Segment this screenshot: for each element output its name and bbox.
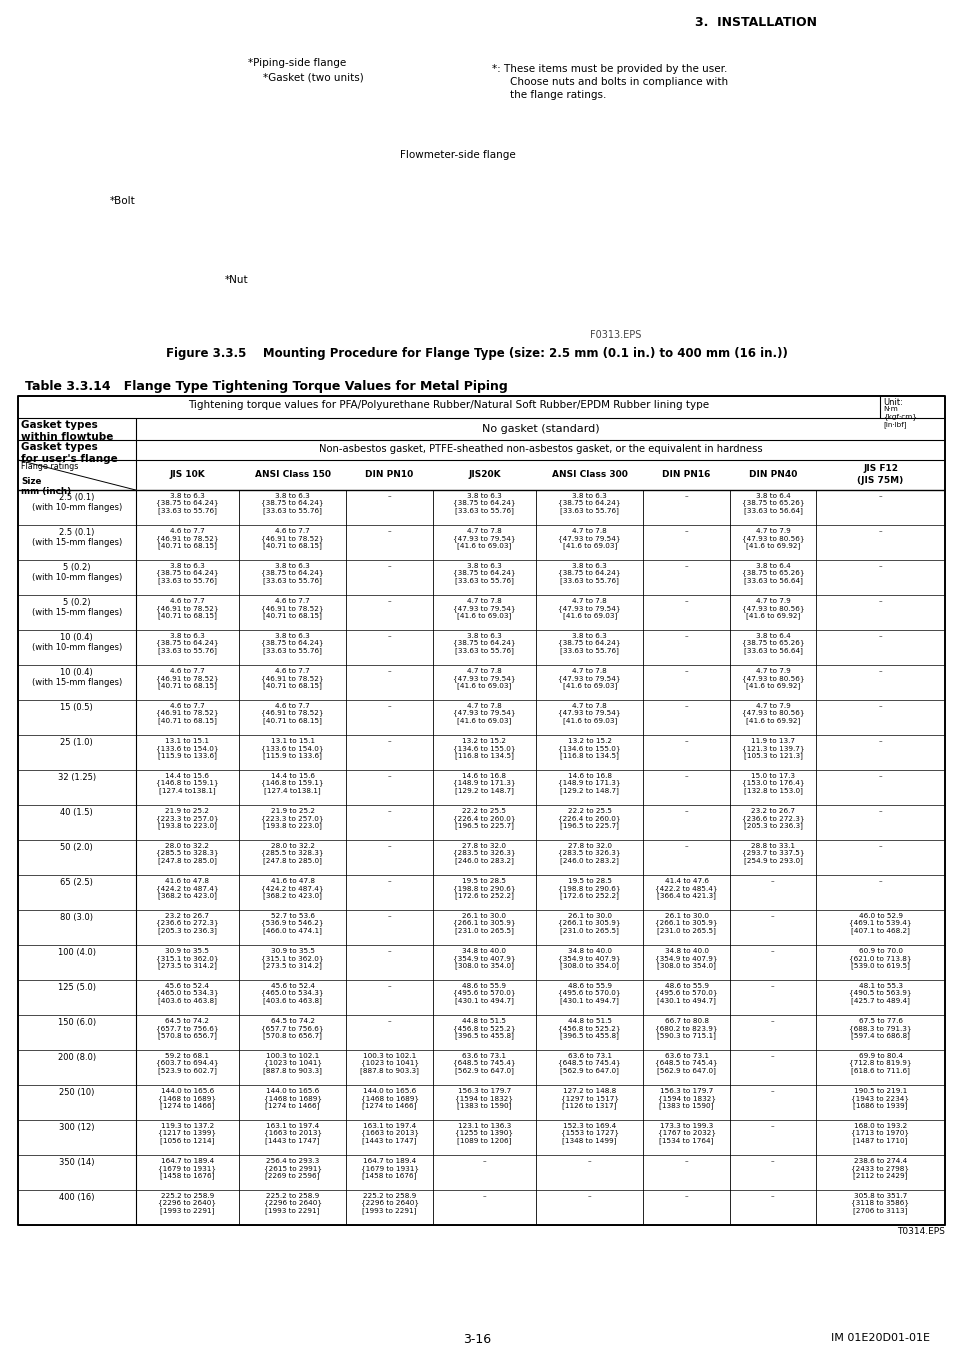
Text: 22.2 to 25.5
{226.4 to 260.0}
[196.5 to 225.7]: 22.2 to 25.5 {226.4 to 260.0} [196.5 to … bbox=[453, 808, 515, 830]
Text: *Bolt: *Bolt bbox=[110, 196, 135, 205]
Text: 350 (14): 350 (14) bbox=[59, 1158, 94, 1167]
Text: 163.1 to 197.4
{1663 to 2013}
[1443 to 1747]: 163.1 to 197.4 {1663 to 2013} [1443 to 1… bbox=[360, 1123, 418, 1144]
Text: –: – bbox=[387, 773, 391, 780]
Text: DIN PN10: DIN PN10 bbox=[365, 470, 414, 480]
Text: 144.0 to 165.6
{1468 to 1689}
[1274 to 1466]: 144.0 to 165.6 {1468 to 1689} [1274 to 1… bbox=[360, 1088, 418, 1109]
Text: 3.8 to 6.4
{38.75 to 65.26}
[33.63 to 56.64]: 3.8 to 6.4 {38.75 to 65.26} [33.63 to 56… bbox=[740, 563, 803, 584]
Text: Size
mm (inch): Size mm (inch) bbox=[21, 477, 71, 496]
Text: 250 (10): 250 (10) bbox=[59, 1088, 94, 1097]
Text: –: – bbox=[387, 667, 391, 674]
Text: 4.7 to 7.8
{47.93 to 79.54}
[41.6 to 69.03]: 4.7 to 7.8 {47.93 to 79.54} [41.6 to 69.… bbox=[558, 598, 620, 619]
Text: –: – bbox=[482, 1193, 486, 1198]
Text: –: – bbox=[770, 1019, 774, 1024]
Text: 28.8 to 33.1
{293.7 to 337.5}
[254.9 to 293.0]: 28.8 to 33.1 {293.7 to 337.5} [254.9 to … bbox=[740, 843, 803, 865]
Text: 64.5 to 74.2
{657.7 to 756.6}
[570.8 to 656.7]: 64.5 to 74.2 {657.7 to 756.6} [570.8 to … bbox=[155, 1019, 218, 1039]
Text: 45.6 to 52.4
{465.0 to 534.3}
[403.6 to 463.8]: 45.6 to 52.4 {465.0 to 534.3} [403.6 to … bbox=[155, 984, 218, 1004]
Text: –: – bbox=[770, 984, 774, 989]
Text: 65 (2.5): 65 (2.5) bbox=[60, 878, 93, 888]
Text: 10 (0.4)
(with 15-mm flanges): 10 (0.4) (with 15-mm flanges) bbox=[31, 667, 122, 688]
Text: 4.7 to 7.9
{47.93 to 80.56}
[41.6 to 69.92]: 4.7 to 7.9 {47.93 to 80.56} [41.6 to 69.… bbox=[740, 598, 803, 619]
Text: JIS 10K: JIS 10K bbox=[170, 470, 205, 480]
Text: 46.0 to 52.9
{469.1 to 539.4}
[407.1 to 468.2]: 46.0 to 52.9 {469.1 to 539.4} [407.1 to … bbox=[848, 913, 911, 934]
Text: 3.  INSTALLATION: 3. INSTALLATION bbox=[695, 16, 816, 28]
Text: 123.1 to 136.3
{1255 to 1390}
[1089 to 1206]: 123.1 to 136.3 {1255 to 1390} [1089 to 1… bbox=[455, 1123, 513, 1144]
Text: 4.6 to 7.7
{46.91 to 78.52}
[40.71 to 68.15]: 4.6 to 7.7 {46.91 to 78.52} [40.71 to 68… bbox=[261, 598, 324, 619]
Text: 190.5 to 219.1
{1943 to 2234}
[1686 to 1939]: 190.5 to 219.1 {1943 to 2234} [1686 to 1… bbox=[851, 1088, 908, 1109]
Text: 300 (12): 300 (12) bbox=[59, 1123, 94, 1132]
Text: 50 (2.0): 50 (2.0) bbox=[60, 843, 93, 852]
Text: 23.2 to 26.7
{236.6 to 272.3}
[205.3 to 236.3]: 23.2 to 26.7 {236.6 to 272.3} [205.3 to … bbox=[740, 808, 803, 830]
Text: 3.8 to 6.3
{38.75 to 64.24}
[33.63 to 55.76]: 3.8 to 6.3 {38.75 to 64.24} [33.63 to 55… bbox=[261, 634, 324, 654]
Text: 156.3 to 179.7
{1594 to 1832}
[1383 to 1590]: 156.3 to 179.7 {1594 to 1832} [1383 to 1… bbox=[455, 1088, 513, 1109]
Text: 48.6 to 55.9
{495.6 to 570.0}
[430.1 to 494.7]: 48.6 to 55.9 {495.6 to 570.0} [430.1 to … bbox=[655, 984, 718, 1004]
Text: –: – bbox=[878, 667, 882, 674]
Text: 67.5 to 77.6
{688.3 to 791.3}
[597.4 to 686.8]: 67.5 to 77.6 {688.3 to 791.3} [597.4 to … bbox=[848, 1019, 911, 1039]
Text: –: – bbox=[770, 913, 774, 919]
Text: –: – bbox=[387, 703, 391, 709]
Text: 27.8 to 32.0
{283.5 to 326.3}
[246.0 to 283.2]: 27.8 to 32.0 {283.5 to 326.3} [246.0 to … bbox=[453, 843, 515, 865]
Text: 150 (6.0): 150 (6.0) bbox=[58, 1019, 96, 1027]
Text: 3.8 to 6.3
{38.75 to 64.24}
[33.63 to 55.76]: 3.8 to 6.3 {38.75 to 64.24} [33.63 to 55… bbox=[155, 493, 218, 513]
Text: 11.9 to 13.7
{121.3 to 139.7}
[105.3 to 121.3]: 11.9 to 13.7 {121.3 to 139.7} [105.3 to … bbox=[740, 738, 803, 759]
Text: –: – bbox=[684, 667, 688, 674]
Text: Flange ratings: Flange ratings bbox=[21, 462, 78, 471]
Text: –: – bbox=[770, 1193, 774, 1198]
Text: 14.4 to 15.6
{146.8 to 159.1}
[127.4 to138.1]: 14.4 to 15.6 {146.8 to 159.1} [127.4 to1… bbox=[155, 773, 218, 794]
Text: DIN PN16: DIN PN16 bbox=[661, 470, 710, 480]
Text: 225.2 to 258.9
{2296 to 2640}
[1993 to 2291]: 225.2 to 258.9 {2296 to 2640} [1993 to 2… bbox=[158, 1193, 216, 1215]
Text: 10 (0.4)
(with 10-mm flanges): 10 (0.4) (with 10-mm flanges) bbox=[31, 634, 122, 653]
Text: IM 01E20D01-01E: IM 01E20D01-01E bbox=[830, 1333, 929, 1343]
Text: 15 (0.5): 15 (0.5) bbox=[60, 703, 93, 712]
Text: 48.6 to 55.9
{495.6 to 570.0}
[430.1 to 494.7]: 48.6 to 55.9 {495.6 to 570.0} [430.1 to … bbox=[453, 984, 515, 1004]
Text: 80 (3.0): 80 (3.0) bbox=[60, 913, 93, 921]
Text: 4.7 to 7.8
{47.93 to 79.54}
[41.6 to 69.03]: 4.7 to 7.8 {47.93 to 79.54} [41.6 to 69.… bbox=[453, 528, 515, 549]
Text: –: – bbox=[878, 598, 882, 604]
Text: –: – bbox=[770, 1158, 774, 1165]
Text: –: – bbox=[387, 738, 391, 744]
Text: 3.8 to 6.3
{38.75 to 64.24}
[33.63 to 55.76]: 3.8 to 6.3 {38.75 to 64.24} [33.63 to 55… bbox=[261, 493, 324, 513]
Text: 4.6 to 7.7
{46.91 to 78.52}
[40.71 to 68.15]: 4.6 to 7.7 {46.91 to 78.52} [40.71 to 68… bbox=[155, 703, 218, 724]
Text: N·m
{kgf·cm}
[in·lbf]: N·m {kgf·cm} [in·lbf] bbox=[882, 407, 916, 428]
Text: 4.7 to 7.8
{47.93 to 79.54}
[41.6 to 69.03]: 4.7 to 7.8 {47.93 to 79.54} [41.6 to 69.… bbox=[558, 667, 620, 689]
Text: 3.8 to 6.3
{38.75 to 64.24}
[33.63 to 55.76]: 3.8 to 6.3 {38.75 to 64.24} [33.63 to 55… bbox=[453, 493, 515, 513]
Text: 225.2 to 258.9
{2296 to 2640}
[1993 to 2291]: 225.2 to 258.9 {2296 to 2640} [1993 to 2… bbox=[360, 1193, 418, 1215]
Text: Figure 3.3.5    Mounting Procedure for Flange Type (size: 2.5 mm (0.1 in.) to 40: Figure 3.3.5 Mounting Procedure for Flan… bbox=[166, 347, 787, 359]
Text: 4.6 to 7.7
{46.91 to 78.52}
[40.71 to 68.15]: 4.6 to 7.7 {46.91 to 78.52} [40.71 to 68… bbox=[261, 667, 324, 689]
Text: 100.3 to 102.1
{1023 to 1041}
[887.8 to 903.3]: 100.3 to 102.1 {1023 to 1041} [887.8 to … bbox=[263, 1052, 322, 1074]
Text: F0313.EPS: F0313.EPS bbox=[589, 330, 640, 340]
Text: –: – bbox=[684, 563, 688, 569]
Text: 14.6 to 16.8
{148.9 to 171.3}
[129.2 to 148.7]: 14.6 to 16.8 {148.9 to 171.3} [129.2 to … bbox=[453, 773, 515, 794]
Text: *: These items must be provided by the user.: *: These items must be provided by the u… bbox=[492, 63, 726, 74]
Text: –: – bbox=[587, 1193, 591, 1198]
Text: 3.8 to 6.3
{38.75 to 64.24}
[33.63 to 55.76]: 3.8 to 6.3 {38.75 to 64.24} [33.63 to 55… bbox=[558, 634, 620, 654]
Text: –: – bbox=[387, 878, 391, 884]
Text: 14.6 to 16.8
{148.9 to 171.3}
[129.2 to 148.7]: 14.6 to 16.8 {148.9 to 171.3} [129.2 to … bbox=[558, 773, 620, 794]
Text: Tightening torque values for PFA/Polyurethane Rubber/Natural Soft Rubber/EPDM Ru: Tightening torque values for PFA/Polyure… bbox=[189, 400, 709, 409]
Text: –: – bbox=[387, 1019, 391, 1024]
Text: JIS F12: JIS F12 bbox=[862, 463, 897, 473]
Text: 30.9 to 35.5
{315.1 to 362.0}
[273.5 to 314.2]: 30.9 to 35.5 {315.1 to 362.0} [273.5 to … bbox=[155, 948, 218, 969]
Text: 3.8 to 6.4
{38.75 to 65.26}
[33.63 to 56.64]: 3.8 to 6.4 {38.75 to 65.26} [33.63 to 56… bbox=[740, 493, 803, 513]
Text: 28.0 to 32.2
{285.5 to 328.3}
[247.8 to 285.0]: 28.0 to 32.2 {285.5 to 328.3} [247.8 to … bbox=[261, 843, 324, 865]
Text: 2.5 (0.1)
(with 10-mm flanges): 2.5 (0.1) (with 10-mm flanges) bbox=[31, 493, 122, 512]
Text: 63.6 to 73.1
{648.5 to 745.4}
[562.9 to 647.0]: 63.6 to 73.1 {648.5 to 745.4} [562.9 to … bbox=[453, 1052, 515, 1074]
Text: 27.8 to 32.0
{283.5 to 326.3}
[246.0 to 283.2]: 27.8 to 32.0 {283.5 to 326.3} [246.0 to … bbox=[558, 843, 620, 865]
Text: 26.1 to 30.0
{266.1 to 305.9}
[231.0 to 265.5]: 26.1 to 30.0 {266.1 to 305.9} [231.0 to … bbox=[453, 913, 515, 934]
Text: –: – bbox=[387, 808, 391, 815]
Text: Gasket types
within flowtube: Gasket types within flowtube bbox=[21, 420, 113, 442]
Text: 26.1 to 30.0
{266.1 to 305.9}
[231.0 to 265.5]: 26.1 to 30.0 {266.1 to 305.9} [231.0 to … bbox=[558, 913, 620, 934]
Text: 69.9 to 80.4
{712.8 to 819.9}
[618.6 to 711.6]: 69.9 to 80.4 {712.8 to 819.9} [618.6 to … bbox=[848, 1052, 911, 1074]
Text: –: – bbox=[387, 528, 391, 534]
Text: 3.8 to 6.3
{38.75 to 64.24}
[33.63 to 55.76]: 3.8 to 6.3 {38.75 to 64.24} [33.63 to 55… bbox=[558, 563, 620, 584]
Text: 34.8 to 40.0
{354.9 to 407.9}
[308.0 to 354.0]: 34.8 to 40.0 {354.9 to 407.9} [308.0 to … bbox=[453, 948, 515, 969]
Text: 41.4 to 47.6
{422.2 to 485.4}
[366.4 to 421.3]: 41.4 to 47.6 {422.2 to 485.4} [366.4 to … bbox=[655, 878, 718, 898]
Text: the flange ratings.: the flange ratings. bbox=[510, 91, 606, 100]
Text: –: – bbox=[684, 634, 688, 639]
Text: –: – bbox=[684, 1158, 688, 1165]
Text: 45.6 to 52.4
{465.0 to 534.3}
[403.6 to 463.8]: 45.6 to 52.4 {465.0 to 534.3} [403.6 to … bbox=[261, 984, 324, 1004]
Text: 13.2 to 15.2
{134.6 to 155.0}
[116.8 to 134.5]: 13.2 to 15.2 {134.6 to 155.0} [116.8 to … bbox=[453, 738, 515, 759]
Text: DIN PN40: DIN PN40 bbox=[748, 470, 797, 480]
Text: 164.7 to 189.4
{1679 to 1931}
[1458 to 1676]: 164.7 to 189.4 {1679 to 1931} [1458 to 1… bbox=[158, 1158, 216, 1179]
Text: 144.0 to 165.6
{1468 to 1689}
[1274 to 1466]: 144.0 to 165.6 {1468 to 1689} [1274 to 1… bbox=[263, 1088, 321, 1109]
Text: –: – bbox=[684, 493, 688, 499]
